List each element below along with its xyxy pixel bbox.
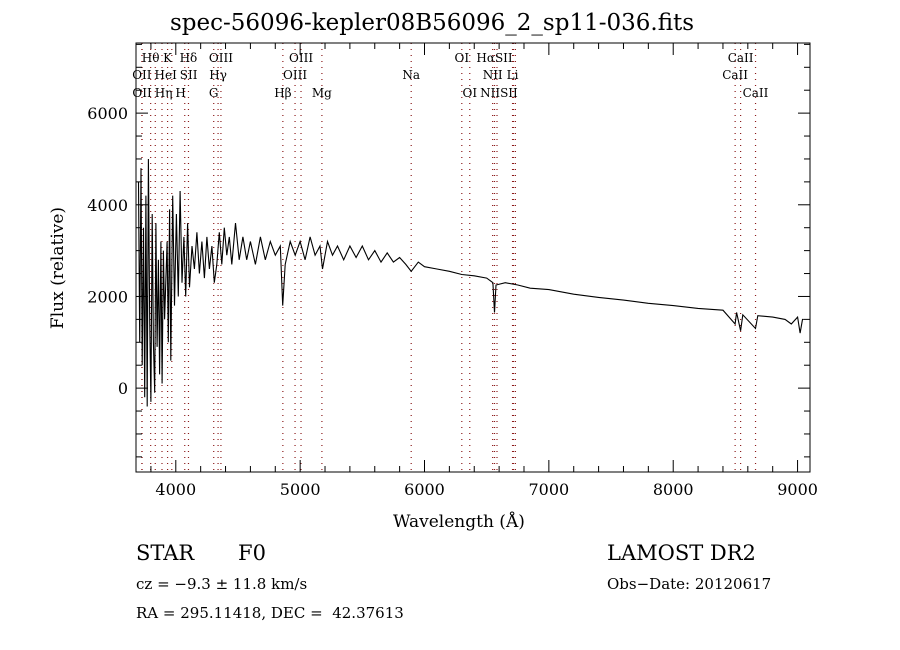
line-label: SII bbox=[180, 68, 198, 82]
coordinates: RA = 295.11418, DEC = 42.37613 bbox=[136, 604, 404, 622]
survey-name: LAMOST DR2 bbox=[607, 541, 756, 565]
line-label: CaII bbox=[728, 51, 754, 65]
line-label: OIII bbox=[289, 51, 313, 65]
line-label: HαSII bbox=[476, 51, 513, 65]
line-label: Hη bbox=[155, 86, 173, 100]
line-label: G bbox=[209, 86, 219, 100]
line-label: Mg bbox=[312, 86, 332, 100]
line-label: Hθ bbox=[142, 51, 160, 65]
x-tick-label: 6000 bbox=[404, 480, 445, 499]
line-label: OIII bbox=[209, 51, 233, 65]
y-tick-label: 2000 bbox=[87, 287, 128, 306]
line-label: NIISII bbox=[480, 86, 518, 100]
line-label: CaII bbox=[743, 86, 769, 100]
x-tick-label: 4000 bbox=[155, 480, 196, 499]
line-label: K bbox=[163, 51, 173, 65]
x-tick-label: 7000 bbox=[528, 480, 569, 499]
y-tick-label: 4000 bbox=[87, 196, 128, 215]
line-label: Na bbox=[402, 68, 420, 82]
plot-frame bbox=[135, 42, 811, 473]
object-class: STAR bbox=[136, 541, 195, 565]
line-label: Hβ bbox=[274, 86, 291, 100]
object-subclass: F0 bbox=[238, 541, 266, 565]
line-label: CaII bbox=[722, 68, 748, 82]
y-tick-label: 6000 bbox=[87, 104, 128, 123]
redshift-cz: cz = −9.3 ± 11.8 km/s bbox=[136, 575, 308, 593]
y-axis-label: Flux (relative) bbox=[48, 206, 68, 330]
line-label: OI bbox=[455, 51, 470, 65]
line-label: OI bbox=[463, 86, 478, 100]
line-label: OII bbox=[132, 86, 152, 100]
line-label: NII bbox=[483, 68, 503, 82]
line-label: Li bbox=[507, 68, 519, 82]
x-axis-label: Wavelength (Å) bbox=[393, 512, 525, 532]
obs-date: Obs−Date: 20120617 bbox=[607, 575, 772, 593]
chart-title: spec-56096-kepler08B56096_2_sp11-036.fit… bbox=[170, 10, 695, 36]
line-label: OII bbox=[132, 68, 152, 82]
line-label: Hδ bbox=[180, 51, 198, 65]
y-tick-label: 0 bbox=[118, 379, 128, 398]
line-label: OIII bbox=[283, 68, 307, 82]
spectrum-line bbox=[137, 158, 804, 407]
x-tick-label: 5000 bbox=[280, 480, 321, 499]
line-label: Hγ bbox=[209, 68, 227, 82]
line-label: HeI bbox=[155, 68, 178, 82]
x-tick-label: 9000 bbox=[777, 480, 818, 499]
line-label: H bbox=[175, 86, 185, 100]
x-tick-label: 8000 bbox=[653, 480, 694, 499]
